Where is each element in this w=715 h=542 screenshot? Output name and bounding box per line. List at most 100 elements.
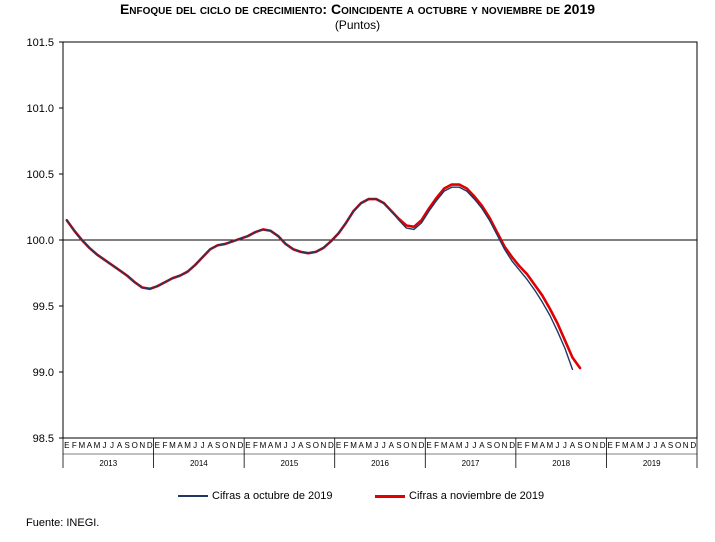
y-tick-label: 99.5 — [33, 301, 54, 313]
x-month-label: M — [79, 441, 86, 450]
x-month-label: J — [110, 441, 114, 450]
x-month-label: S — [396, 441, 401, 450]
x-month-label: F — [162, 441, 167, 450]
x-month-label: F — [525, 441, 530, 450]
x-month-label: A — [479, 441, 485, 450]
x-month-label: J — [193, 441, 197, 450]
x-month-label: O — [494, 441, 500, 450]
x-month-label: S — [487, 441, 492, 450]
x-month-label: M — [441, 441, 448, 450]
x-month-label: N — [230, 441, 236, 450]
x-year-label: 2017 — [462, 459, 480, 468]
x-month-label: D — [328, 441, 334, 450]
x-month-label: J — [201, 441, 205, 450]
x-month-label: J — [374, 441, 378, 450]
x-month-label: S — [306, 441, 311, 450]
legend-item-octubre: Cifras a octubre de 2019 — [178, 490, 332, 502]
x-month-label: N — [502, 441, 508, 450]
x-month-label: J — [563, 441, 567, 450]
x-month-label: O — [675, 441, 681, 450]
x-month-label: F — [434, 441, 439, 450]
x-month-label: A — [540, 441, 546, 450]
x-month-label: D — [419, 441, 425, 450]
x-month-label: J — [555, 441, 559, 450]
y-tick-label: 101.0 — [26, 103, 54, 115]
x-month-label: S — [215, 441, 220, 450]
x-month-label: E — [245, 441, 250, 450]
legend-swatch-noviembre — [375, 494, 405, 498]
series-line-octubre — [66, 186, 574, 371]
x-month-label: N — [411, 441, 417, 450]
x-month-label: E — [608, 441, 613, 450]
x-month-label: N — [139, 441, 145, 450]
x-month-label: S — [668, 441, 673, 450]
x-month-label: O — [313, 441, 319, 450]
x-month-label: E — [64, 441, 69, 450]
source-note: Fuente: INEGI. — [26, 517, 100, 529]
x-month-label: J — [465, 441, 469, 450]
series-line-noviembre — [65, 183, 582, 370]
x-month-label: D — [237, 441, 243, 450]
x-month-label: J — [646, 441, 650, 450]
x-month-label: F — [344, 441, 349, 450]
x-year-label: 2016 — [371, 459, 389, 468]
x-month-label: S — [577, 441, 582, 450]
x-month-label: A — [358, 441, 364, 450]
x-month-label: N — [683, 441, 689, 450]
x-month-label: M — [184, 441, 191, 450]
x-month-label: S — [124, 441, 129, 450]
x-month-label: A — [389, 441, 395, 450]
chart-subtitle: (Puntos) — [334, 18, 381, 32]
x-year-label: 2019 — [643, 459, 661, 468]
x-month-label: M — [365, 441, 372, 450]
x-month-label: D — [600, 441, 606, 450]
x-month-label: A — [570, 441, 576, 450]
x-month-label: A — [117, 441, 123, 450]
x-month-label: A — [177, 441, 183, 450]
x-month-label: M — [94, 441, 101, 450]
chart-title: Enfoque del ciclo de crecimiento: Coinci… — [119, 1, 596, 17]
x-month-label: O — [222, 441, 228, 450]
x-month-label: J — [653, 441, 657, 450]
x-month-label: M — [622, 441, 629, 450]
legend-item-noviembre: Cifras a noviembre de 2019 — [375, 490, 544, 502]
y-tick-label: 100.5 — [26, 169, 54, 181]
x-month-label: J — [103, 441, 107, 450]
x-month-label: M — [637, 441, 644, 450]
x-month-label: E — [336, 441, 341, 450]
x-year-label: 2014 — [190, 459, 208, 468]
y-tick-label: 101.5 — [26, 37, 54, 49]
x-month-label: M — [350, 441, 357, 450]
x-month-label: D — [147, 441, 153, 450]
x-month-label: O — [403, 441, 409, 450]
x-month-label: M — [275, 441, 282, 450]
x-month-label: A — [660, 441, 666, 450]
x-month-label: D — [690, 441, 696, 450]
x-month-label: O — [132, 441, 138, 450]
x-month-label: M — [531, 441, 538, 450]
x-month-label: N — [321, 441, 327, 450]
x-month-label: A — [208, 441, 214, 450]
y-tick-label: 100.0 — [26, 235, 54, 247]
x-month-label: A — [268, 441, 274, 450]
x-month-label: A — [87, 441, 93, 450]
x-month-label: A — [630, 441, 636, 450]
x-month-label: N — [592, 441, 598, 450]
x-month-label: A — [298, 441, 304, 450]
x-month-label: J — [291, 441, 295, 450]
x-month-label: D — [509, 441, 515, 450]
x-month-label: M — [546, 441, 553, 450]
legend-label-octubre: Cifras a octubre de 2019 — [212, 490, 333, 502]
x-month-label: O — [584, 441, 590, 450]
x-month-label: E — [155, 441, 160, 450]
x-month-label: M — [260, 441, 267, 450]
y-tick-label: 98.5 — [33, 433, 54, 445]
legend-swatch-octubre — [178, 495, 208, 497]
x-month-label: A — [449, 441, 455, 450]
x-month-label: M — [169, 441, 176, 450]
x-month-label: F — [72, 441, 77, 450]
x-month-label: E — [517, 441, 522, 450]
x-month-label: F — [615, 441, 620, 450]
x-year-label: 2013 — [99, 459, 117, 468]
